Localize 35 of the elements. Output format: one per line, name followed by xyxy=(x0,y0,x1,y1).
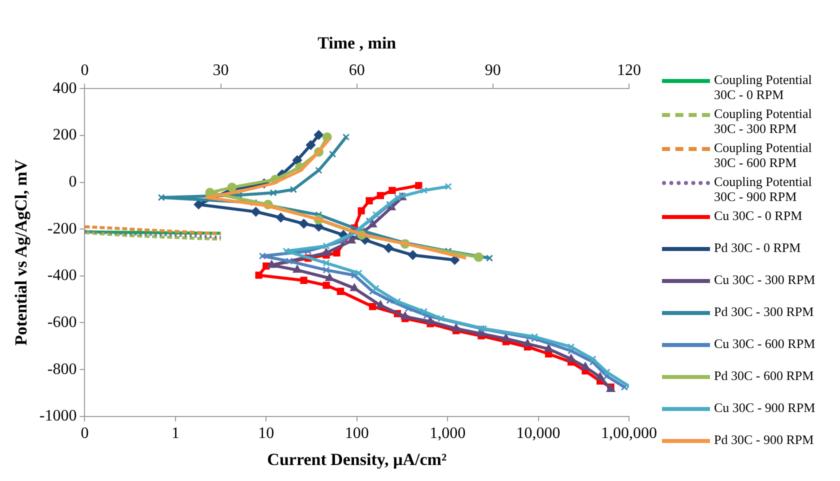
y-tick-label: 0 xyxy=(68,173,77,190)
legend-label: Pd 30C - 600 RPM xyxy=(714,368,814,383)
y-axis-title: Potential vs Ag/AgCl, mV xyxy=(12,158,31,346)
x2-tick-label: 60 xyxy=(348,62,365,80)
legend-label: Cu 30C - 900 RPM xyxy=(714,400,816,415)
legend-label: Coupling Potential 30C - 0 RPM xyxy=(714,72,813,102)
legend-label: Pd 30C - 300 RPM xyxy=(714,304,814,319)
y-tick-label: -800 xyxy=(47,360,77,378)
x-tick-label: 10,000 xyxy=(516,425,560,442)
y-tick-label: -600 xyxy=(47,314,77,331)
y-tick-label: -400 xyxy=(47,267,77,284)
y-tick-label: -200 xyxy=(47,220,77,238)
x2-tick-label: 90 xyxy=(484,62,501,80)
legend-label: Cu 30C - 0 RPM xyxy=(714,208,802,223)
x-tick-label: 1,00,000 xyxy=(601,425,657,442)
x-tick-label: 100 xyxy=(344,425,369,442)
x2-axis-title: Time , min xyxy=(318,34,397,53)
y-tick-label: 400 xyxy=(52,80,77,97)
legend-label: Coupling Potential 30C - 300 RPM xyxy=(714,106,813,136)
legend-label: Pd 30C - 900 RPM xyxy=(714,432,814,447)
x2-tick-label: 30 xyxy=(212,62,229,80)
legend-label: Cu 30C - 600 RPM xyxy=(714,336,816,351)
x-tick-label: 1,000 xyxy=(430,425,466,442)
x2-tick-label: 120 xyxy=(617,62,641,80)
legend-label: Pd 30C - 0 RPM xyxy=(714,240,801,255)
legend-label: Coupling Potential 30C - 900 RPM xyxy=(714,174,813,204)
x-tick-label: 0 xyxy=(80,425,89,442)
x-tick-label: 10 xyxy=(258,425,274,442)
y-tick-label: 200 xyxy=(52,126,77,144)
legend-label: Cu 30C - 300 RPM xyxy=(714,272,816,287)
legend-label: Coupling Potential 30C - 600 RPM xyxy=(714,140,813,170)
x-axis-title: Current Density, µA/cm² xyxy=(267,450,447,470)
y-tick-label: -1000 xyxy=(39,408,77,425)
x2-tick-label: 0 xyxy=(80,62,89,80)
x-tick-label: 1 xyxy=(171,425,180,442)
